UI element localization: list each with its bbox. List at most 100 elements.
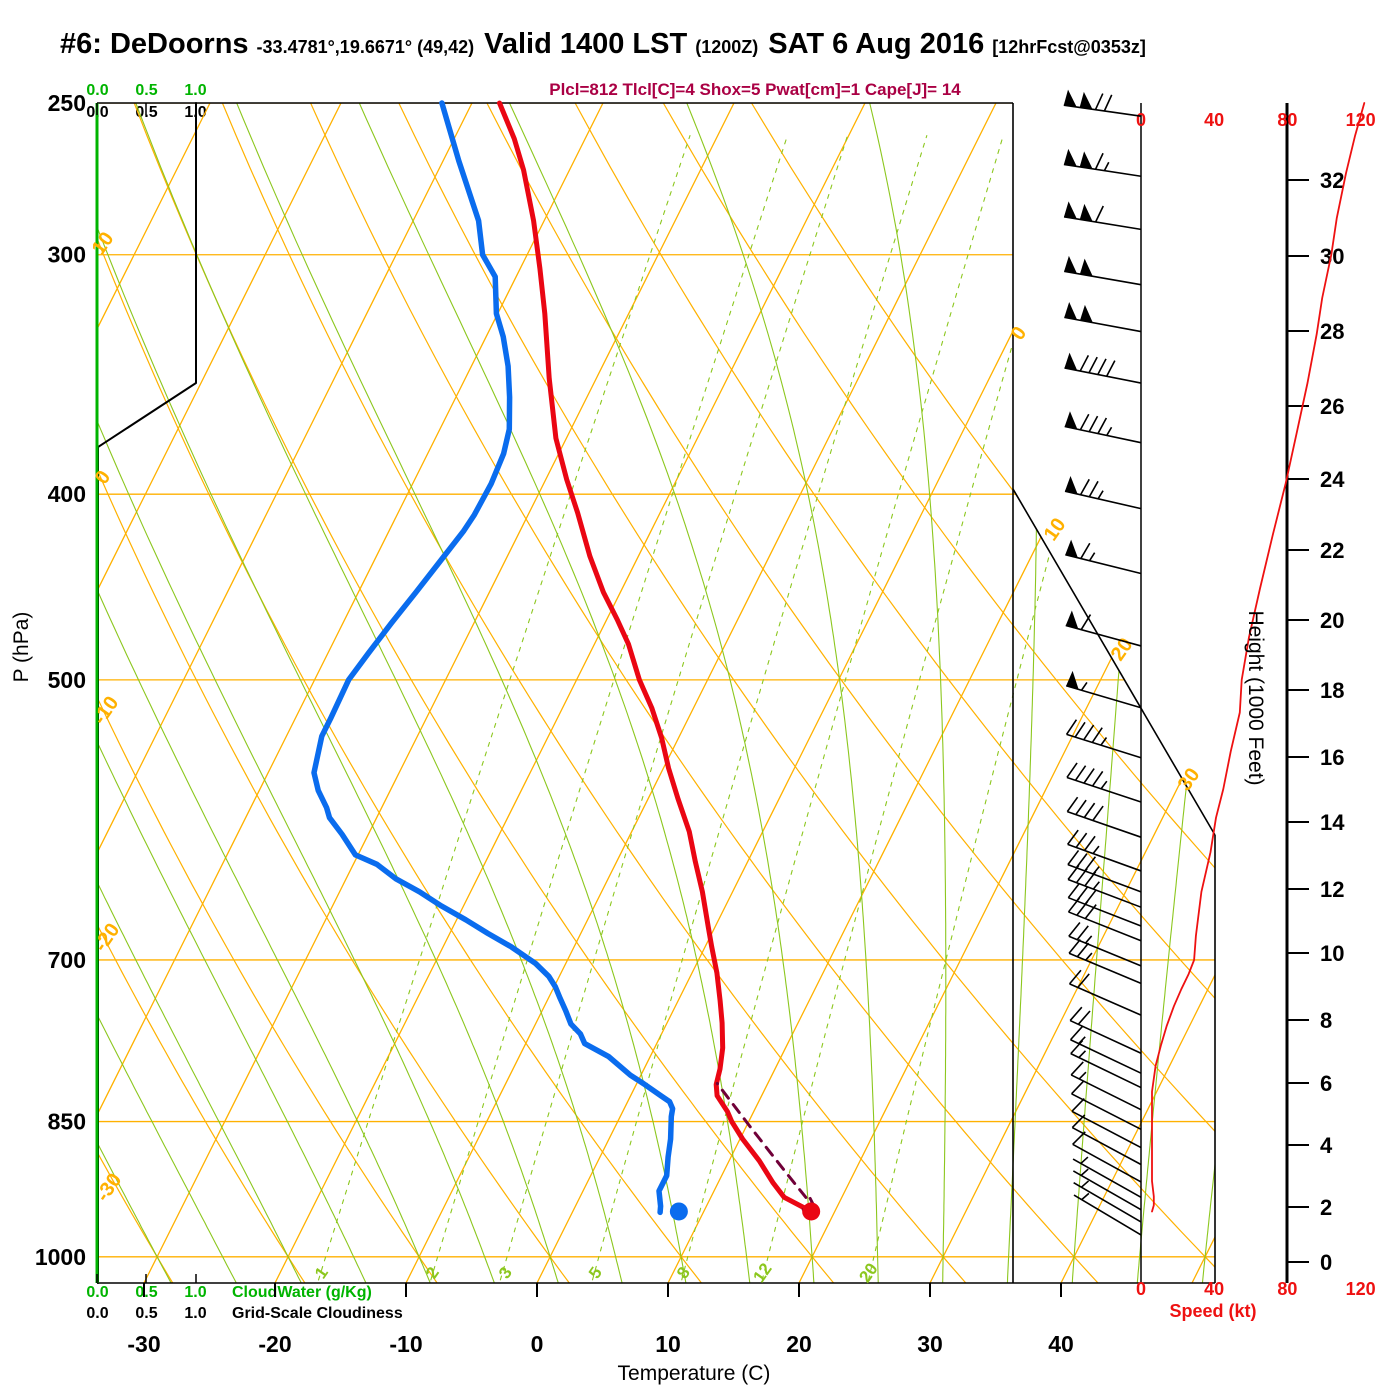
wind-barb-flag bbox=[1079, 151, 1093, 169]
height-reference-diagonal bbox=[1012, 488, 1216, 836]
wind-barb-line bbox=[1075, 832, 1088, 848]
height-tick-label: 4 bbox=[1320, 1133, 1333, 1158]
moist-adiabat-line bbox=[97, 103, 241, 1283]
wind-barb-line bbox=[1067, 829, 1079, 845]
moist-adiabat-line bbox=[1071, 103, 1157, 1283]
wind-barb-line bbox=[1076, 925, 1089, 941]
height-tick-label: 8 bbox=[1320, 1008, 1332, 1033]
wind-barb-line bbox=[1091, 727, 1103, 743]
isotherm-line bbox=[97, 103, 473, 1283]
wind-barb-flag bbox=[1079, 91, 1093, 110]
isotherm-line bbox=[536, 103, 1128, 1283]
wind-barb bbox=[1073, 1180, 1142, 1223]
station-coords: -33.4781°,19.6671° (49,42) bbox=[256, 37, 475, 57]
temp-tick-label: -20 bbox=[258, 1331, 291, 1357]
surface-dewpoint-dot bbox=[669, 1202, 688, 1221]
wind-barb-line bbox=[1092, 805, 1104, 821]
wind-barb bbox=[1064, 255, 1142, 286]
wind-barb-line bbox=[1079, 354, 1090, 372]
moist-adiabat-line bbox=[1006, 103, 1038, 1283]
wind-barb bbox=[1067, 864, 1142, 908]
height-tick-label: 10 bbox=[1320, 941, 1344, 966]
skewt-grid bbox=[97, 103, 1215, 1283]
dry-adiabat-line bbox=[133, 103, 840, 1283]
wind-barb-line bbox=[1072, 1143, 1142, 1183]
wind-barb-line bbox=[1074, 765, 1087, 781]
wind-barb bbox=[1063, 201, 1142, 231]
cloudiness-scale-value: 1.0 bbox=[184, 1305, 207, 1322]
wind-barb-line bbox=[1076, 900, 1089, 916]
isotherm-line bbox=[798, 103, 1215, 1283]
wind-barb-line bbox=[1080, 1156, 1089, 1165]
isotherm-line bbox=[1191, 103, 1215, 1283]
wind-barb-line bbox=[1072, 1170, 1142, 1211]
wind-speed-curve bbox=[1151, 102, 1366, 1213]
height-tick-label: 6 bbox=[1320, 1071, 1332, 1096]
dry-adiabat-line bbox=[750, 103, 1215, 1283]
speed-tick-label-bottom: 40 bbox=[1204, 1279, 1224, 1299]
temperature-curve bbox=[497, 100, 814, 1214]
wind-barb-line bbox=[1069, 1019, 1142, 1054]
wind-barb-line bbox=[1071, 1098, 1085, 1112]
wind-barb-line bbox=[1078, 1071, 1087, 1080]
height-tick-label: 16 bbox=[1320, 745, 1344, 770]
speed-tick-label-bottom: 0 bbox=[1136, 1279, 1146, 1299]
wind-barb-line bbox=[1073, 1181, 1142, 1223]
pressure-axis-label: P (hPa) bbox=[10, 612, 33, 683]
station-name: #6: DeDoorns bbox=[60, 28, 249, 60]
mixing-ratio-line bbox=[314, 135, 691, 1283]
surface-temperature-dot bbox=[802, 1202, 821, 1221]
wind-barb-line bbox=[1097, 417, 1108, 434]
height-axis-label: Height (1000 Feet) bbox=[1244, 610, 1267, 785]
wind-barb-line bbox=[1076, 942, 1090, 958]
wind-barb-line bbox=[1067, 878, 1142, 908]
dry-adiabat-line bbox=[221, 103, 973, 1283]
cloudiness-scale-bottom: 0.0 0.5 1.0 Grid-Scale Cloudiness bbox=[73, 1305, 402, 1323]
mixing-ratio-label: 1 bbox=[311, 1264, 332, 1283]
wind-barb bbox=[1066, 762, 1142, 803]
dry-adiabat-line bbox=[398, 103, 1215, 1283]
wind-barb-line bbox=[1088, 480, 1099, 498]
wind-barb-flag bbox=[1065, 539, 1078, 558]
valid-zulu: (1200Z) bbox=[695, 37, 759, 57]
wind-barb-line bbox=[1067, 843, 1142, 872]
wind-barb-line bbox=[1064, 316, 1142, 333]
wind-barb-line bbox=[1088, 356, 1098, 374]
moist-adiabat-line bbox=[869, 103, 947, 1283]
isotherm-line bbox=[274, 103, 866, 1283]
moist-adiabat-line bbox=[97, 103, 306, 1283]
wind-barb-line bbox=[1069, 1006, 1083, 1022]
cloudwater-scale-value: 0.5 bbox=[135, 1284, 158, 1301]
dry-adiabat-line bbox=[97, 103, 310, 1283]
wind-barb bbox=[1064, 411, 1142, 444]
wind-barb-line bbox=[1084, 871, 1097, 887]
wind-barb-line bbox=[1077, 973, 1090, 988]
wind-barb-line bbox=[1064, 270, 1142, 286]
moist-adiabat-line bbox=[135, 103, 625, 1283]
wind-barb bbox=[1068, 921, 1142, 967]
wind-barb-line bbox=[1066, 762, 1078, 778]
wind-barb bbox=[1066, 796, 1142, 838]
height-tick-label: 22 bbox=[1320, 538, 1344, 563]
wind-barb bbox=[1069, 1006, 1142, 1054]
wind-barb bbox=[1067, 897, 1142, 942]
wind-barb-flag bbox=[1064, 476, 1078, 495]
wind-barb bbox=[1067, 829, 1142, 872]
height-tick-label: 12 bbox=[1320, 877, 1344, 902]
pressure-tick-label: 400 bbox=[48, 481, 86, 507]
wind-barb-line bbox=[1067, 810, 1142, 838]
wind-barb-line bbox=[1103, 161, 1110, 172]
wind-barb-line bbox=[1097, 358, 1107, 375]
cloudwater-scale-bottom: 0.0 0.5 1.0 CloudWater (g/Kg) bbox=[73, 1284, 371, 1302]
wind-barb bbox=[1065, 719, 1142, 759]
height-tick-label: 32 bbox=[1320, 168, 1344, 193]
wind-barb-line bbox=[1066, 776, 1142, 803]
mixing-ratio-label: 3 bbox=[495, 1264, 516, 1283]
mixing-ratio-line bbox=[497, 135, 849, 1283]
pressure-tick-label: 1000 bbox=[35, 1244, 86, 1270]
height-tick-label: 28 bbox=[1320, 319, 1344, 344]
wind-barb bbox=[1073, 1192, 1142, 1236]
wind-barb-line bbox=[1065, 719, 1078, 735]
wind-barb-line bbox=[1092, 881, 1100, 890]
wind-barb-line bbox=[1070, 1061, 1084, 1076]
